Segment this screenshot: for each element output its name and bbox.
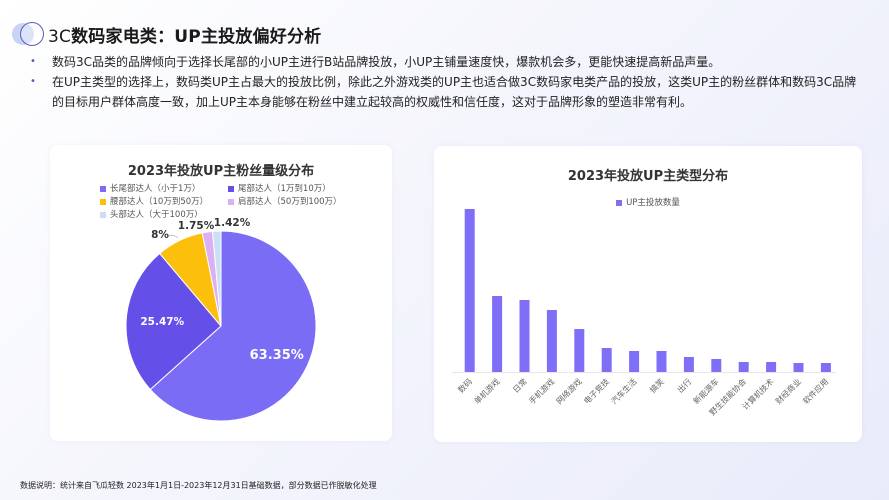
legend-swatch-icon — [100, 186, 106, 192]
page-header: 3C数码家电类：UP主投放偏好分析 — [12, 20, 321, 48]
legend-swatch-icon — [228, 199, 234, 205]
x-axis-label: 数码 — [456, 376, 474, 394]
x-axis-label: 财经商业 — [773, 376, 803, 406]
pie-slice[interactable] — [149, 230, 317, 422]
page-title-prefix: 3C — [48, 26, 72, 47]
bullet-item: • 在UP主类型的选择上，数码类UP主占最大的投放比例，除此之外游戏类的UP主也… — [28, 72, 868, 112]
x-axis-label: 日常 — [511, 377, 529, 395]
up-type-bar-card: 2023年投放UP主类型分布 UP主投放数量 数码 单机游戏 日常 手机游戏 网络游戏电… — [434, 146, 862, 442]
x-axis-label: 汽车生活 — [609, 376, 639, 406]
x-axis-label: 电子竞技 — [581, 376, 611, 406]
bar[interactable] — [820, 363, 831, 372]
bar[interactable] — [519, 300, 530, 372]
pie-legend-item[interactable]: 头部达人（大于100万） — [100, 209, 228, 221]
bar[interactable] — [683, 357, 694, 372]
pie-legend-item[interactable]: 肩部达人（50万到100万） — [228, 196, 378, 208]
bar[interactable] — [546, 310, 557, 372]
data-source-note: 数据说明：统计来自飞瓜轻数 2023年1月1日-2023年12月31日基础数据，… — [20, 481, 377, 490]
page-title-main: 数码家电类：UP主投放偏好分析 — [71, 26, 322, 47]
bar[interactable] — [738, 362, 749, 372]
bar-legend-swatch-icon — [616, 199, 623, 206]
legend-label: 尾部达人（1万到10万） — [238, 184, 331, 194]
pie-slice-label: 1.75% — [178, 220, 215, 232]
x-axis-label: 搞笑 — [648, 376, 666, 394]
pie-chart: 63.35% 25.47% 8% 1.75% 1.42% — [125, 217, 317, 422]
bar[interactable] — [711, 359, 722, 372]
fan-level-pie-card: 2023年投放UP主粉丝量级分布 长尾部达人（小于1万） 尾部达人（1万到10万）… — [50, 145, 392, 441]
x-axis-label: 手机游戏 — [527, 376, 557, 406]
pie-legend-item[interactable]: 长尾部达人（小于1万） — [100, 183, 228, 195]
bullet-item: • 数码3C品类的品牌倾向于选择长尾部的小UP主进行B站品牌投放，小UP主铺量速… — [28, 52, 868, 72]
bar[interactable] — [601, 348, 612, 372]
legend-swatch-icon — [228, 186, 234, 192]
pie-legend-item[interactable]: 尾部达人（1万到10万） — [228, 183, 378, 195]
bullet-dot-icon: • — [30, 76, 36, 87]
bar-legend-label: UP主投放数量 — [626, 198, 680, 208]
bar-chart-title: 2023年投放UP主类型分布 — [567, 169, 729, 184]
pie-slice[interactable] — [211, 230, 222, 327]
legend-swatch-icon — [100, 212, 106, 218]
bullet-dot-icon: • — [30, 56, 36, 67]
bar[interactable] — [464, 209, 475, 372]
bar[interactable] — [793, 363, 804, 372]
pie-slice-label: 8% — [151, 229, 169, 241]
bullet-text: 在UP主类型的选择上，数码类UP主占最大的投放比例，除此之外游戏类的UP主也适合… — [52, 75, 857, 109]
pie-slice[interactable] — [125, 252, 222, 391]
bar-legend[interactable]: UP主投放数量 — [434, 196, 862, 208]
bar[interactable] — [492, 296, 503, 372]
legend-label: 腰部达人（10万到50万） — [110, 197, 209, 207]
legend-label: 肩部达人（50万到100万） — [238, 197, 342, 207]
legend-swatch-icon — [100, 199, 106, 205]
bar[interactable] — [629, 351, 640, 372]
pie-chart-title: 2023年投放UP主粉丝量级分布 — [127, 164, 315, 179]
x-axis-label: 网络游戏 — [554, 376, 584, 406]
legend-label: 长尾部达人（小于1万） — [110, 184, 201, 194]
pie-slice-label: 25.47% — [140, 316, 184, 328]
x-axis-label: 单机游戏 — [472, 376, 502, 406]
pie-slice-label: 63.35% — [250, 348, 304, 363]
page-title: 3C数码家电类：UP主投放偏好分析 — [48, 22, 321, 47]
pie-legend-item[interactable]: 腰部达人（10万到50万） — [100, 196, 228, 208]
x-axis-label: 出行 — [675, 376, 693, 394]
legend-label: 头部达人（大于100万） — [110, 210, 203, 220]
bar[interactable] — [766, 362, 777, 372]
pie-legend: 长尾部达人（小于1万） 尾部达人（1万到10万） 腰部达人（10万到50万） 肩部达人… — [100, 183, 380, 221]
summary-bullets: • 数码3C品类的品牌倾向于选择长尾部的小UP主进行B站品牌投放，小UP主铺量速… — [28, 52, 868, 112]
bar[interactable] — [574, 329, 585, 372]
pie-slice-label: 1.42% — [214, 217, 251, 229]
x-axis-label: 软件应用 — [801, 376, 831, 406]
bar[interactable] — [656, 351, 667, 372]
title-circles-icon — [12, 21, 46, 47]
bullet-text: 数码3C品类的品牌倾向于选择长尾部的小UP主进行B站品牌投放，小UP主铺量速度快… — [52, 55, 721, 69]
